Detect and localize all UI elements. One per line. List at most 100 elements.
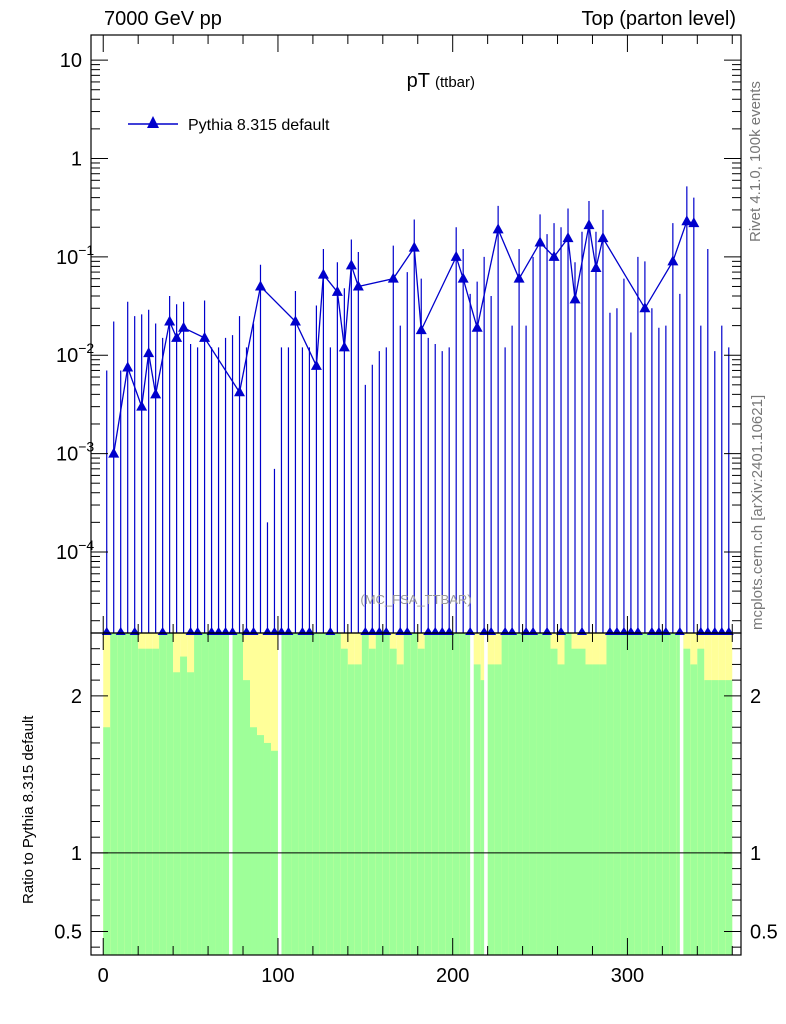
- ratio-band-inner: [319, 633, 327, 955]
- ratio-band-inner: [550, 648, 558, 955]
- ratio-band-inner: [529, 633, 537, 955]
- ratio-band-inner: [487, 664, 495, 955]
- x-tick-label: 100: [261, 965, 294, 987]
- x-tick-label: 0: [98, 965, 109, 987]
- ratio-band-inner: [131, 633, 139, 955]
- ratio-band-inner: [298, 633, 306, 955]
- ratio-band-inner: [152, 648, 160, 955]
- y-tick-label: 10−2: [56, 340, 94, 367]
- zero-point-marker: [325, 627, 336, 635]
- ratio-band-inner: [410, 633, 418, 955]
- ratio-band-inner: [236, 633, 244, 955]
- data-point-marker: [667, 255, 679, 266]
- ratio-band-inner: [655, 633, 663, 955]
- ratio-band-inner: [494, 664, 502, 955]
- zero-point-marker: [192, 627, 203, 635]
- data-point-marker: [492, 223, 504, 234]
- data-point-marker: [122, 361, 134, 372]
- zero-point-marker: [248, 627, 259, 635]
- ratio-band-inner: [459, 633, 467, 955]
- ratio-band-inner: [585, 664, 593, 955]
- header-process-label: 7000 GeV pp: [104, 8, 222, 30]
- ratio-band-inner: [361, 633, 369, 955]
- ratio-band-inner: [417, 648, 425, 955]
- data-point-marker: [345, 259, 357, 270]
- data-point-marker: [136, 400, 148, 411]
- ratio-band-inner: [711, 680, 719, 955]
- ratio-band-inner: [515, 633, 523, 955]
- ratio-band-inner: [389, 648, 397, 955]
- ratio-band-inner: [536, 633, 544, 955]
- data-point-marker: [415, 324, 427, 335]
- data-point-marker: [408, 241, 420, 252]
- data-point-marker: [164, 315, 176, 326]
- zero-point-marker: [507, 627, 518, 635]
- ratio-band-gap: [277, 633, 282, 955]
- y-tick-label: 10−4: [56, 537, 94, 564]
- y-tick-label: 10: [60, 50, 82, 72]
- ratio-band-inner: [424, 633, 432, 955]
- ratio-band-inner: [201, 633, 209, 955]
- header-analysis-label: Top (parton level): [581, 8, 736, 30]
- ratio-band-inner: [215, 633, 223, 955]
- ratio-band-inner: [145, 648, 153, 955]
- data-point-marker: [569, 293, 581, 304]
- ratio-band-inner: [445, 633, 453, 955]
- ratio-band-inner: [697, 648, 705, 955]
- legend-label: Pythia 8.315 default: [188, 117, 330, 134]
- ratio-band-inner: [592, 664, 600, 955]
- ratio-band-inner: [452, 633, 460, 955]
- zero-point-marker: [115, 627, 126, 635]
- legend-marker-icon: [147, 116, 159, 128]
- ratio-band-inner: [620, 633, 628, 955]
- ratio-band-gap: [679, 633, 684, 955]
- y-tick-exponent: −2: [78, 340, 94, 356]
- y-tick-exponent: −1: [78, 242, 94, 258]
- series-line: [113, 220, 694, 454]
- ratio-band-inner: [375, 633, 383, 955]
- ratio-band-inner: [256, 735, 264, 955]
- ratio-band-inner: [578, 648, 586, 955]
- ratio-y-tick-label-left: 2: [71, 686, 82, 708]
- ratio-band-inner: [669, 633, 677, 955]
- zero-point-marker: [674, 627, 685, 635]
- data-point-marker: [590, 262, 602, 273]
- data-point-marker: [171, 331, 183, 342]
- data-point-marker: [352, 280, 364, 291]
- ratio-band-inner: [725, 680, 733, 955]
- data-point-marker: [597, 232, 609, 243]
- data-point-marker: [639, 302, 651, 313]
- data-point-marker: [583, 219, 595, 230]
- ratio-band-inner: [662, 633, 670, 955]
- data-point-marker: [178, 321, 190, 332]
- ratio-band-inner: [208, 633, 216, 955]
- ratio-band-inner: [564, 633, 572, 955]
- ratio-band-gap: [484, 633, 488, 955]
- ratio-band-inner: [263, 742, 271, 955]
- ratio-band-inner: [291, 633, 299, 955]
- ratio-band-inner: [473, 664, 481, 955]
- ratio-band-inner: [508, 633, 516, 955]
- ratio-frame: [90, 632, 742, 956]
- ratio-band-inner: [117, 633, 125, 955]
- ratio-y-tick-label-right: 0.5: [750, 921, 778, 943]
- ratio-band-inner: [333, 633, 341, 955]
- data-point-marker: [234, 386, 246, 397]
- data-point-marker: [143, 347, 155, 358]
- ratio-band-inner: [704, 680, 712, 955]
- ratio-band-inner: [103, 727, 111, 955]
- data-point-marker: [108, 447, 120, 458]
- ratio-band-inner: [613, 633, 621, 955]
- ratio-band-inner: [354, 664, 362, 955]
- ratio-band-inner: [648, 633, 656, 955]
- ratio-band-inner: [173, 672, 181, 955]
- ratio-band-inner: [326, 633, 334, 955]
- data-point-marker: [548, 250, 560, 261]
- y-tick-exponent: −4: [78, 537, 94, 553]
- ratio-band-inner: [243, 680, 251, 955]
- x-tick-label: 300: [611, 965, 644, 987]
- ratio-band-inner: [627, 633, 635, 955]
- zero-point-marker: [157, 627, 168, 635]
- ratio-band-inner: [438, 633, 446, 955]
- ratio-band-inner: [180, 656, 188, 955]
